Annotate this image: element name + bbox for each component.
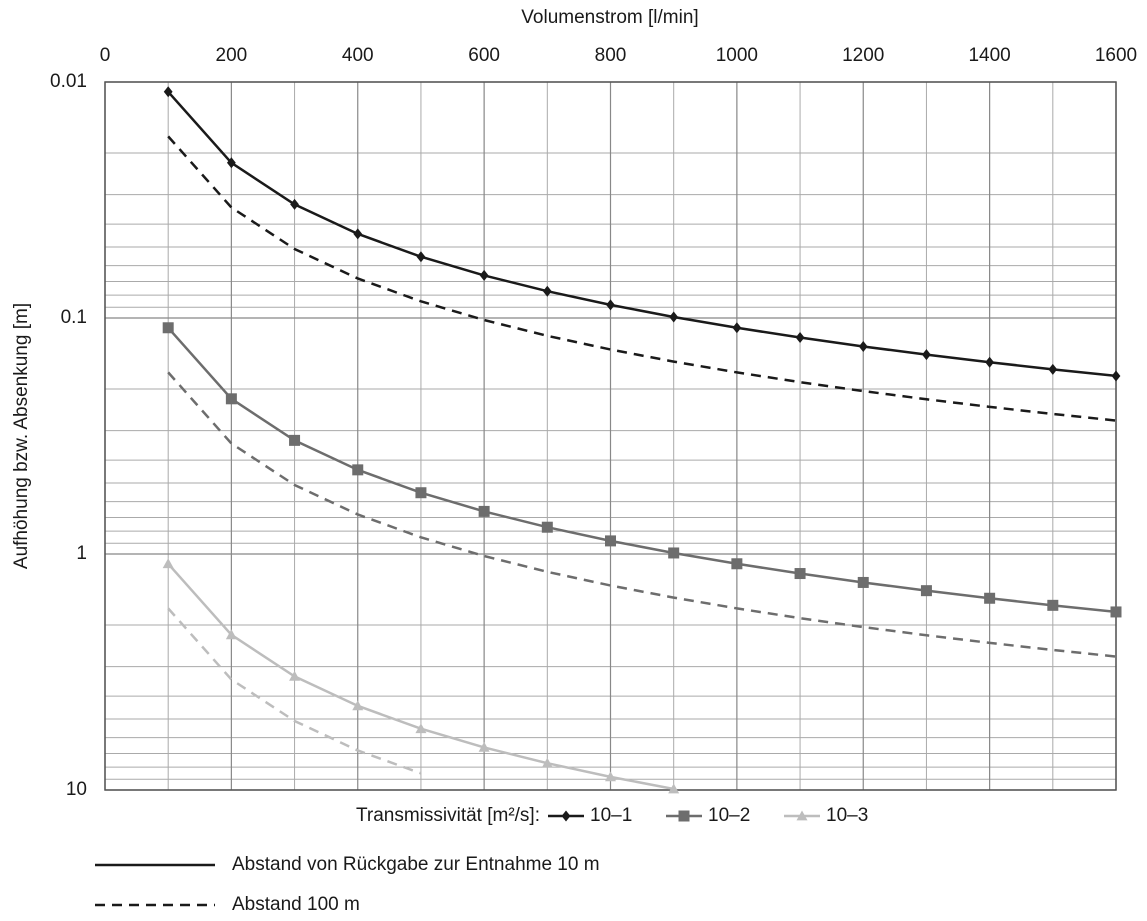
- marker: [857, 576, 869, 588]
- marker: [732, 322, 742, 334]
- marker: [922, 349, 931, 361]
- marker: [289, 670, 301, 681]
- marker: [984, 592, 996, 604]
- marker: [794, 568, 806, 580]
- marker: [478, 505, 490, 517]
- marker: [289, 434, 301, 446]
- marker: [985, 356, 995, 368]
- marker: [796, 810, 808, 821]
- y-axis-title: Aufhöhung bzw. Absenkung [m]: [11, 303, 32, 569]
- y-tick-label: 1: [76, 543, 87, 564]
- x-tick-label: 800: [595, 45, 627, 66]
- legend-style-label: Abstand von Rückgabe zur Entnahme 10 m: [232, 854, 600, 875]
- legend-title: Transmissivität [m²/s]:: [356, 805, 540, 826]
- marker: [163, 86, 173, 98]
- marker: [1048, 363, 1058, 375]
- marker: [920, 585, 932, 597]
- marker: [290, 198, 299, 210]
- marker: [225, 393, 237, 405]
- marker: [541, 521, 553, 533]
- marker: [352, 464, 364, 476]
- series-line-100m: [167, 135, 1116, 422]
- marker: [795, 332, 805, 344]
- series-line: [167, 326, 1116, 614]
- x-axis-title: Volumenstrom [l/min]: [521, 7, 698, 28]
- plot-frame: [104, 81, 1117, 791]
- y-tick-label: 0.1: [61, 307, 87, 328]
- marker: [352, 700, 364, 711]
- marker: [605, 771, 616, 782]
- marker: [668, 783, 680, 794]
- marker: [1047, 599, 1059, 611]
- x-tick-label: 1000: [716, 45, 758, 66]
- marker: [226, 157, 236, 169]
- legend-label: 10–1: [590, 805, 632, 826]
- marker: [561, 810, 571, 822]
- x-tick-label: 1200: [842, 45, 884, 66]
- marker: [353, 228, 363, 240]
- legend-label: 10–3: [826, 805, 868, 826]
- marker: [668, 547, 680, 559]
- marker: [162, 322, 174, 334]
- x-tick-label: 1600: [1095, 45, 1137, 66]
- x-tick-label: 600: [468, 45, 500, 66]
- marker: [415, 723, 427, 734]
- x-tick-label: 200: [216, 45, 248, 66]
- legend-label: 10–2: [708, 805, 750, 826]
- marker: [415, 487, 427, 499]
- y-tick-label: 0.01: [50, 71, 87, 92]
- marker: [542, 285, 552, 297]
- x-tick-label: 400: [342, 45, 374, 66]
- marker: [1110, 606, 1122, 618]
- marker: [479, 269, 489, 281]
- marker: [605, 535, 616, 547]
- legend-style-label: Abstand 100 m: [232, 894, 360, 915]
- y-tick-label: 10: [66, 779, 87, 800]
- marker: [478, 741, 490, 752]
- marker: [1111, 370, 1121, 382]
- marker: [225, 629, 237, 640]
- marker: [678, 810, 690, 822]
- x-tick-label: 1400: [968, 45, 1010, 66]
- marker: [669, 311, 679, 323]
- series-line-100m: [167, 607, 422, 775]
- marker: [731, 558, 743, 570]
- series-line: [167, 90, 1116, 378]
- series-line-100m: [167, 371, 1116, 658]
- x-tick-label: 0: [100, 45, 111, 66]
- marker: [416, 251, 426, 263]
- marker: [858, 340, 868, 352]
- marker: [606, 299, 615, 311]
- marker: [541, 757, 553, 768]
- marker: [162, 558, 174, 569]
